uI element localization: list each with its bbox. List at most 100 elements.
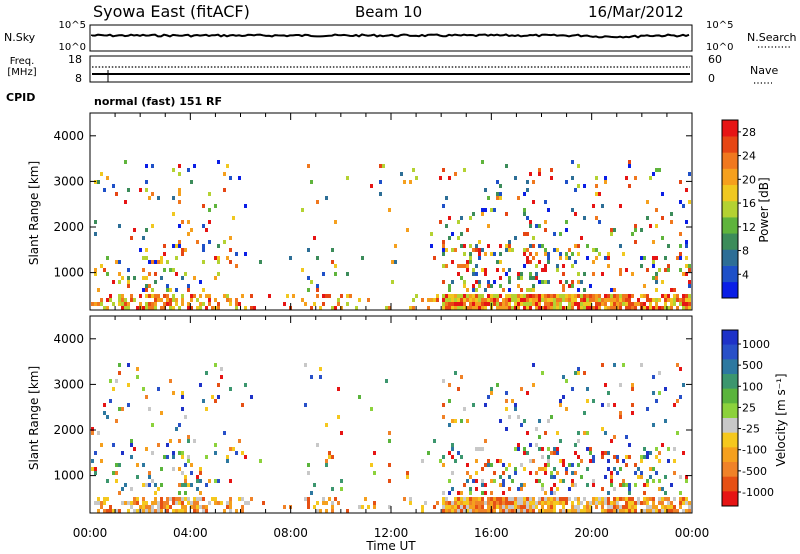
echo-cell xyxy=(661,505,664,509)
echo-cell xyxy=(628,483,631,487)
echo-cell xyxy=(181,220,184,224)
echo-cell xyxy=(628,501,631,505)
echo-cell xyxy=(382,164,385,168)
colorbar-swatch xyxy=(722,491,738,507)
echo-cell xyxy=(601,487,604,491)
echo-cell xyxy=(523,467,526,471)
echo-cell xyxy=(166,288,169,292)
echo-cell xyxy=(421,505,424,509)
echo-cell xyxy=(604,256,607,260)
echo-cell xyxy=(172,467,175,471)
echo-cell xyxy=(178,497,181,501)
echo-cell xyxy=(241,294,244,298)
colorbar-swatch xyxy=(722,217,738,234)
echo-cell xyxy=(190,505,193,509)
echo-cell xyxy=(448,216,451,220)
echo-cell xyxy=(502,509,505,513)
echo-cell xyxy=(658,168,661,172)
echo-cell xyxy=(586,298,589,302)
echo-cell xyxy=(235,298,238,302)
colorbar-tick-label: 24 xyxy=(742,150,756,163)
echo-cell xyxy=(187,306,190,310)
echo-cell xyxy=(115,260,118,264)
echo-cell xyxy=(106,497,109,501)
echo-cell xyxy=(664,509,667,513)
echo-cell xyxy=(625,306,628,310)
echo-cell xyxy=(610,479,613,483)
echo-cell xyxy=(652,391,655,395)
echo-cell xyxy=(451,280,454,284)
echo-cell xyxy=(646,497,649,501)
echo-cell xyxy=(439,176,442,180)
echo-cell xyxy=(448,298,451,302)
echo-cell xyxy=(139,188,142,192)
echo-cell xyxy=(652,306,655,310)
freq-frame xyxy=(89,55,693,83)
echo-cell xyxy=(640,471,643,475)
echo-cell xyxy=(358,395,361,399)
echo-cell xyxy=(469,487,472,491)
echo-cell xyxy=(592,501,595,505)
echo-cell xyxy=(610,306,613,310)
echo-cell xyxy=(178,188,181,192)
echo-cell xyxy=(388,431,391,435)
echo-cell xyxy=(544,252,547,256)
echo-cell xyxy=(535,276,538,280)
echo-cell xyxy=(487,505,490,509)
echo-cell xyxy=(442,501,445,505)
echo-cell xyxy=(373,505,376,509)
echo-cell xyxy=(166,501,169,505)
echo-cell xyxy=(127,302,130,306)
echo-cell xyxy=(589,509,592,513)
echo-cell xyxy=(181,252,184,256)
echo-cell xyxy=(535,224,538,228)
echo-cell xyxy=(607,298,610,302)
echo-cell xyxy=(109,379,112,383)
echo-cell xyxy=(679,232,682,236)
velocity-xlabel: Time UT xyxy=(365,539,416,553)
echo-cell xyxy=(121,501,124,505)
echo-cell xyxy=(184,509,187,513)
echo-cell xyxy=(250,294,253,298)
echo-cell xyxy=(580,475,583,479)
echo-cell xyxy=(262,501,265,505)
echo-cell xyxy=(673,403,676,407)
echo-cell xyxy=(613,455,616,459)
echo-cell xyxy=(442,168,445,172)
echo-cell xyxy=(187,439,190,443)
echo-cell xyxy=(658,298,661,302)
echo-cell xyxy=(679,268,682,272)
echo-cell xyxy=(559,252,562,256)
echo-cell xyxy=(682,501,685,505)
echo-cell xyxy=(490,491,493,495)
echo-cell xyxy=(151,288,154,292)
echo-cell xyxy=(178,164,181,168)
echo-cell xyxy=(184,415,187,419)
echo-cell xyxy=(544,497,547,501)
echo-cell xyxy=(118,463,121,467)
echo-cell xyxy=(445,248,448,252)
echo-cell xyxy=(658,306,661,310)
echo-cell xyxy=(460,419,463,423)
echo-cell xyxy=(520,298,523,302)
echo-cell xyxy=(109,505,112,509)
power-data-cells xyxy=(91,160,691,310)
echo-cell xyxy=(472,505,475,509)
echo-cell xyxy=(556,306,559,310)
echo-cell xyxy=(631,387,634,391)
echo-cell xyxy=(502,268,505,272)
echo-cell xyxy=(373,501,376,505)
echo-cell xyxy=(214,501,217,505)
colorbar-tick-label: 8 xyxy=(742,245,749,258)
echo-cell xyxy=(604,497,607,501)
echo-cell xyxy=(475,487,478,491)
echo-cell xyxy=(181,391,184,395)
echo-cell xyxy=(553,509,556,513)
echo-cell xyxy=(517,272,520,276)
echo-cell xyxy=(166,260,169,264)
echo-cell xyxy=(229,176,232,180)
echo-cell xyxy=(142,288,145,292)
echo-cell xyxy=(679,298,682,302)
echo-cell xyxy=(451,443,454,447)
echo-cell xyxy=(562,509,565,513)
